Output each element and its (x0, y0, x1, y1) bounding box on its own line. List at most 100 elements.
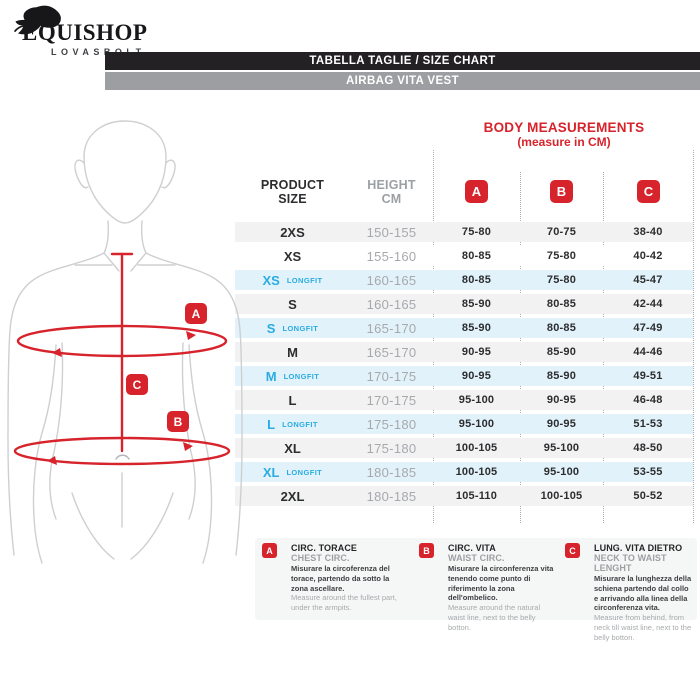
legend-badge-b: B (419, 543, 434, 558)
chest-value: 75-80 (461, 226, 492, 238)
waist-value: 85-90 (546, 370, 577, 382)
diagram-badge-c: C (126, 374, 148, 395)
size-label: L (267, 416, 276, 432)
height-value: 170-175 (366, 392, 417, 408)
chest-value: 90-95 (461, 346, 492, 358)
waist-value: 85-90 (546, 346, 577, 358)
waist-value: 95-100 (543, 466, 580, 478)
back-length-value: 53-55 (633, 466, 663, 478)
back-length-value: 38-40 (633, 226, 663, 238)
diagram-badge-a: A (185, 303, 207, 324)
waist-value: 90-95 (546, 394, 577, 406)
longfit-tag: LONGFIT (283, 371, 320, 381)
back-length-value: 47-49 (633, 322, 663, 334)
size-label: M (287, 344, 298, 360)
size-label: XS (262, 272, 280, 288)
size-label: S (266, 320, 276, 336)
body-measurements-subtitle: (measure in CM) (517, 134, 611, 149)
back-length-value: 49-51 (633, 370, 663, 382)
height-value: 155-160 (366, 248, 417, 264)
body-measurements-title: BODY MEASUREMENTS (483, 120, 645, 135)
size-table-row: S LONGFIT 165-170 85-90 80-85 47-49 (235, 318, 693, 338)
size-table-row: 2XS 150-155 75-80 70-75 38-40 (235, 222, 693, 242)
size-table-row: XL LONGFIT 180-185 100-105 95-100 53-55 (235, 462, 693, 482)
waist-value: 70-75 (546, 226, 577, 238)
size-label: S (288, 296, 297, 312)
legend-badge-c: C (565, 543, 580, 558)
longfit-tag: LONGFIT (282, 419, 318, 429)
size-label: XS (283, 248, 302, 264)
size-label: L (288, 392, 297, 408)
size-table-row: S 160-165 85-90 80-85 42-44 (235, 294, 693, 314)
brand-subtitle: LOVASBOLT (51, 47, 146, 57)
chest-value: 95-100 (458, 394, 495, 406)
back-length-value: 45-47 (633, 274, 663, 286)
waist-value: 80-85 (546, 322, 577, 334)
size-label: XL (262, 464, 280, 480)
chest-value: 80-85 (461, 274, 492, 286)
body-diagram (7, 120, 243, 564)
waist-value: 80-85 (546, 298, 577, 310)
chest-value: 105-110 (455, 490, 498, 502)
back-length-value: 42-44 (633, 298, 663, 310)
size-table-row: M LONGFIT 170-175 90-95 85-90 49-51 (235, 366, 693, 386)
height-value: 165-170 (366, 320, 417, 336)
size-label: XL (284, 440, 301, 456)
legend-item-back-length: C LUNG. VITA DIETRO NECK TO WAIST LENGHT… (558, 538, 697, 642)
longfit-tag: LONGFIT (286, 467, 323, 477)
size-table-row: XS 155-160 80-85 75-80 40-42 (235, 246, 693, 266)
back-length-value: 40-42 (633, 250, 663, 262)
height-value: 180-185 (366, 464, 417, 480)
column-header-badge-a: A (465, 180, 488, 203)
waist-value: 90-95 (546, 418, 577, 430)
size-label: 2XL (280, 488, 305, 504)
legend-item-chest: A CIRC. TORACE CHEST CIRC. Misurare la c… (255, 538, 412, 642)
size-table-row: XS LONGFIT 160-165 80-85 75-80 45-47 (235, 270, 693, 290)
height-value: 175-180 (366, 416, 417, 432)
chest-value: 80-85 (461, 250, 492, 262)
body-measurements-heading: BODY MEASUREMENTS (measure in CM) (433, 120, 695, 149)
size-table-rows: 2XS 150-155 75-80 70-75 38-40 XS 155-160… (235, 222, 693, 510)
size-table-row: M 165-170 90-95 85-90 44-46 (235, 342, 693, 362)
size-label: M (265, 368, 277, 384)
chest-value: 100-105 (455, 442, 498, 454)
back-length-value: 46-48 (633, 394, 663, 406)
waist-value: 100-105 (540, 490, 583, 502)
chest-value: 85-90 (461, 322, 492, 334)
longfit-tag: LONGFIT (282, 323, 319, 333)
longfit-tag: LONGFIT (286, 275, 323, 285)
back-length-value: 48-50 (633, 442, 663, 454)
brand-name: EQUISHOP (22, 20, 148, 45)
height-value: 160-165 (366, 296, 417, 312)
chest-value: 90-95 (461, 370, 492, 382)
height-value: 160-165 (366, 272, 417, 288)
height-value: 175-180 (366, 440, 417, 456)
height-value: 170-175 (366, 368, 417, 384)
chest-value: 100-105 (455, 466, 498, 478)
size-table-row: XL 175-180 100-105 95-100 48-50 (235, 438, 693, 458)
waist-value: 75-80 (546, 250, 577, 262)
height-value: 180-185 (366, 488, 417, 504)
size-table-row: L LONGFIT 175-180 95-100 90-95 51-53 (235, 414, 693, 434)
jumping-horse-icon (13, 5, 61, 35)
measurement-legend: A CIRC. TORACE CHEST CIRC. Misurare la c… (255, 538, 697, 642)
column-header-badge-b: B (550, 180, 573, 203)
chest-value: 95-100 (458, 418, 495, 430)
size-label: 2XS (280, 224, 305, 240)
waist-value: 95-100 (543, 442, 580, 454)
chest-value: 85-90 (461, 298, 492, 310)
size-table-row: L 170-175 95-100 90-95 46-48 (235, 390, 693, 410)
height-value: 165-170 (366, 344, 417, 360)
height-value: 150-155 (366, 224, 417, 240)
product-name-bar: AIRBAG VITA VEST (105, 72, 700, 90)
size-table-row: 2XL 180-185 105-110 100-105 50-52 (235, 486, 693, 506)
back-length-value: 44-46 (633, 346, 663, 358)
column-divider (693, 150, 694, 523)
diagram-badge-b: B (167, 411, 189, 432)
back-length-value: 51-53 (633, 418, 663, 430)
waist-value: 75-80 (546, 274, 577, 286)
column-header-height: HEIGHT CM (367, 178, 416, 207)
column-header-product-size: PRODUCT SIZE (260, 178, 325, 207)
column-header-badge-c: C (637, 180, 660, 203)
